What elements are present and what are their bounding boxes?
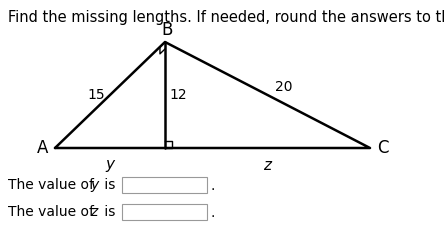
Bar	[122, 177, 207, 193]
Text: The value of: The value of	[8, 205, 99, 219]
Text: B: B	[161, 21, 173, 39]
Text: y: y	[90, 178, 98, 192]
Text: 12: 12	[169, 88, 187, 102]
Text: z: z	[263, 158, 271, 173]
Bar	[122, 204, 207, 220]
Text: is: is	[100, 178, 115, 192]
Text: y: y	[106, 158, 115, 173]
Text: A: A	[37, 139, 49, 157]
Text: C: C	[377, 139, 389, 157]
Text: 15: 15	[87, 88, 105, 102]
Text: .: .	[210, 206, 214, 220]
Text: z: z	[90, 205, 97, 219]
Text: Find the missing lengths. If needed, round the answers to the nearest tenth.: Find the missing lengths. If needed, rou…	[8, 10, 444, 25]
Text: .: .	[210, 179, 214, 193]
Text: is: is	[100, 205, 115, 219]
Text: 20: 20	[275, 80, 292, 94]
Text: The value of: The value of	[8, 178, 99, 192]
